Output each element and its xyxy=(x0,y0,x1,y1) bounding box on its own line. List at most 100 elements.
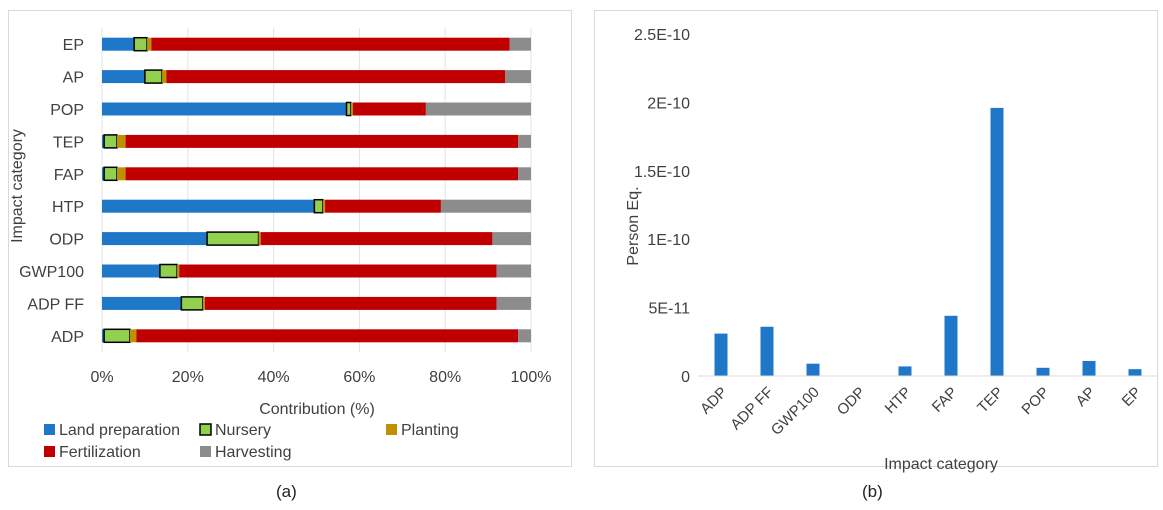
bar-planting-adp xyxy=(129,329,137,343)
bar-harvesting-htp xyxy=(440,199,531,213)
bar-harvesting-adp xyxy=(518,329,531,343)
bar-nursery-pop xyxy=(345,101,352,117)
chart-b-frame xyxy=(594,10,1158,467)
category-label-gwp100: GWP100 xyxy=(768,384,823,439)
chart-a-bars xyxy=(102,36,531,344)
bar-fertilization-htp xyxy=(325,199,441,213)
bar-nursery-ep xyxy=(133,36,148,52)
bar-land-preparation-tep xyxy=(102,134,105,148)
legend-swatch-harvesting xyxy=(200,446,211,457)
bar-nursery-gwp100 xyxy=(159,263,178,279)
x-tick-label: 80% xyxy=(429,369,461,386)
bar-land-preparation-gwp100 xyxy=(102,264,160,278)
bar-nursery-fap xyxy=(103,166,118,182)
bar-htp xyxy=(898,366,912,376)
bar-land-preparation-ep xyxy=(102,37,135,51)
x-tick-label: 0% xyxy=(90,369,113,386)
bar-nursery-htp xyxy=(313,198,324,214)
chart-a-y-axis-title: Impact category xyxy=(9,129,26,243)
category-label-odp: ODP xyxy=(49,232,84,249)
bar-nursery-ap xyxy=(144,69,163,84)
chart-b-y-axis-title: Person Eq. xyxy=(625,186,642,265)
bar-land-preparation-adp-ff xyxy=(102,296,182,310)
category-label-pop: POP xyxy=(50,102,84,119)
bar-land-preparation-fap xyxy=(102,167,105,181)
chart-b-y-tick-labels: 0 5E-11 1E-10 1.5E-10 2E-10 2.5E-10 xyxy=(634,27,690,386)
x-tick-label: 60% xyxy=(343,369,375,386)
y-tick-label: 1.5E-10 xyxy=(634,164,690,181)
category-label-ap: AP xyxy=(63,70,84,87)
chart-b-x-axis-title: Impact category xyxy=(884,456,998,473)
bar-planting-gwp100 xyxy=(177,264,180,278)
category-label-adp-ff: ADP FF xyxy=(727,384,777,434)
bar-harvesting-odp xyxy=(492,232,531,246)
category-label-gwp100: GWP100 xyxy=(19,264,84,281)
y-tick-label: 0 xyxy=(681,369,690,386)
y-tick-label: 1E-10 xyxy=(647,232,690,249)
bar-planting-htp xyxy=(322,199,326,213)
bar-planting-odp xyxy=(258,232,261,246)
legend-label-nursery: Nursery xyxy=(215,422,271,439)
bar-planting-ep xyxy=(147,37,152,51)
chart-a: EP AP POP TEP FAP HTP ODP GWP100 ADP FF ADP 0% 20%… xyxy=(8,10,572,467)
bar-fertilization-tep xyxy=(125,134,519,148)
bar-harvesting-ep xyxy=(509,37,531,51)
category-label-ep: EP xyxy=(1119,384,1145,410)
bar-planting-adp-ff xyxy=(202,296,205,310)
y-tick-label: 2.5E-10 xyxy=(634,27,690,44)
bar-land-preparation-odp xyxy=(102,232,208,246)
legend-swatch-land-preparation xyxy=(44,424,55,435)
bar-land-preparation-ap xyxy=(102,70,145,84)
bar-harvesting-ap xyxy=(505,70,531,84)
x-tick-label: 40% xyxy=(258,369,290,386)
bar-nursery-tep xyxy=(103,134,118,149)
bar-fertilization-fap xyxy=(125,167,519,181)
category-label-ap: AP xyxy=(1073,384,1099,410)
bar-fertilization-adp-ff xyxy=(204,296,497,310)
bar-harvesting-pop xyxy=(425,102,531,116)
chart-a-x-axis-title: Contribution (%) xyxy=(259,401,375,418)
category-label-adp: ADP xyxy=(697,384,731,418)
bar-harvesting-adp-ff xyxy=(496,296,531,310)
bar-fertilization-pop xyxy=(352,102,426,116)
category-label-tep: TEP xyxy=(53,134,84,151)
bar-planting-ap xyxy=(162,70,167,84)
bar-harvesting-tep xyxy=(518,134,531,148)
panel-label-b: (b) xyxy=(862,482,883,501)
category-label-tep: TEP xyxy=(974,384,1007,417)
bar-nursery-adp xyxy=(103,328,131,344)
bar-nursery-adp-ff xyxy=(180,296,204,311)
bar-pop xyxy=(1036,367,1050,376)
legend-label-land-preparation: Land preparation xyxy=(59,422,180,439)
chart-a-x-tick-labels: 0% 20% 40% 60% 80% 100% xyxy=(90,369,551,386)
legend-label-planting: Planting xyxy=(401,422,459,439)
panel-label-a: (a) xyxy=(276,482,297,501)
category-label-adp: ADP xyxy=(51,329,84,346)
category-label-htp: HTP xyxy=(52,199,84,216)
chart-a-legend: Land preparation Nursery Planting Fertiliza… xyxy=(44,422,459,461)
bar-fertilization-adp xyxy=(136,329,519,343)
bar-land-preparation-htp xyxy=(102,199,315,213)
bar-tep xyxy=(990,107,1004,376)
bar-harvesting-fap xyxy=(518,167,531,181)
legend-swatch-fertilization xyxy=(44,446,55,457)
bar-fap xyxy=(944,315,958,376)
bar-land-preparation-adp xyxy=(102,329,105,343)
bar-ap xyxy=(1082,360,1096,376)
category-label-ep: EP xyxy=(63,37,84,54)
category-label-fap: FAP xyxy=(929,384,961,416)
legend-swatch-nursery xyxy=(199,423,212,436)
category-label-adp-ff: ADP FF xyxy=(27,296,84,313)
legend-label-harvesting: Harvesting xyxy=(215,444,291,461)
chart-b-bars xyxy=(714,107,1142,376)
x-tick-label: 20% xyxy=(172,369,204,386)
bar-adp xyxy=(714,333,728,376)
bar-fertilization-odp xyxy=(260,232,493,246)
bar-fertilization-gwp100 xyxy=(179,264,497,278)
category-label-fap: FAP xyxy=(54,167,84,184)
category-label-htp: HTP xyxy=(882,384,915,417)
bar-land-preparation-pop xyxy=(102,102,347,116)
category-label-odp: ODP xyxy=(834,384,869,419)
x-tick-label: 100% xyxy=(511,369,552,386)
